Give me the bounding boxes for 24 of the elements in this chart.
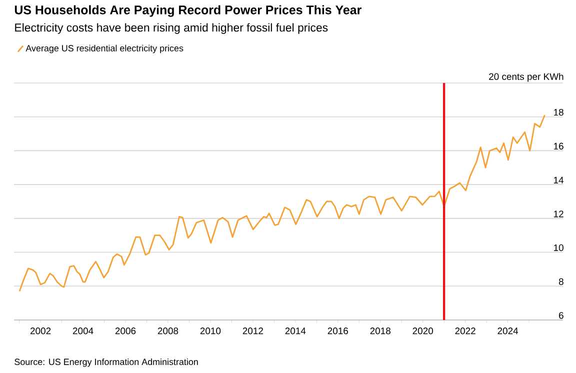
y-tick-label: 16: [554, 142, 564, 150]
legend-label: Average US residential electricity prices: [26, 44, 184, 54]
y-tick-label: 10: [554, 244, 564, 252]
chart-title: US Households Are Paying Record Power Prices This Year: [14, 5, 362, 17]
x-tick-label: 2020: [412, 328, 433, 334]
x-tick-label: 2012: [242, 328, 263, 334]
y-tick-label: 8: [558, 278, 564, 285]
x-tick-label: 2008: [158, 328, 178, 334]
chart-subtitle: Electricity costs have been rising amid higher fossil fuel prices: [15, 23, 328, 34]
y-tick-label: 6: [559, 312, 564, 319]
source-note: Source: US Energy Information Administration: [14, 358, 198, 367]
x-tick-label: 2024: [498, 328, 518, 334]
x-tick-label: 2016: [328, 328, 348, 334]
x-tick-label: 2006: [115, 328, 136, 334]
y-tick-label: 14: [554, 176, 564, 184]
x-tick-label: 2022: [455, 328, 476, 334]
y-tick-label: 12: [554, 210, 564, 218]
y-tick-label: 20 cents per KWh: [489, 72, 564, 82]
y-tick-label: 18: [554, 108, 564, 116]
x-tick-label: 2002: [30, 328, 51, 334]
x-tick-label: 2010: [200, 328, 221, 334]
x-tick-label: 2014: [285, 328, 306, 334]
x-tick-label: 2018: [370, 328, 390, 334]
x-tick-label: 2004: [72, 328, 94, 334]
